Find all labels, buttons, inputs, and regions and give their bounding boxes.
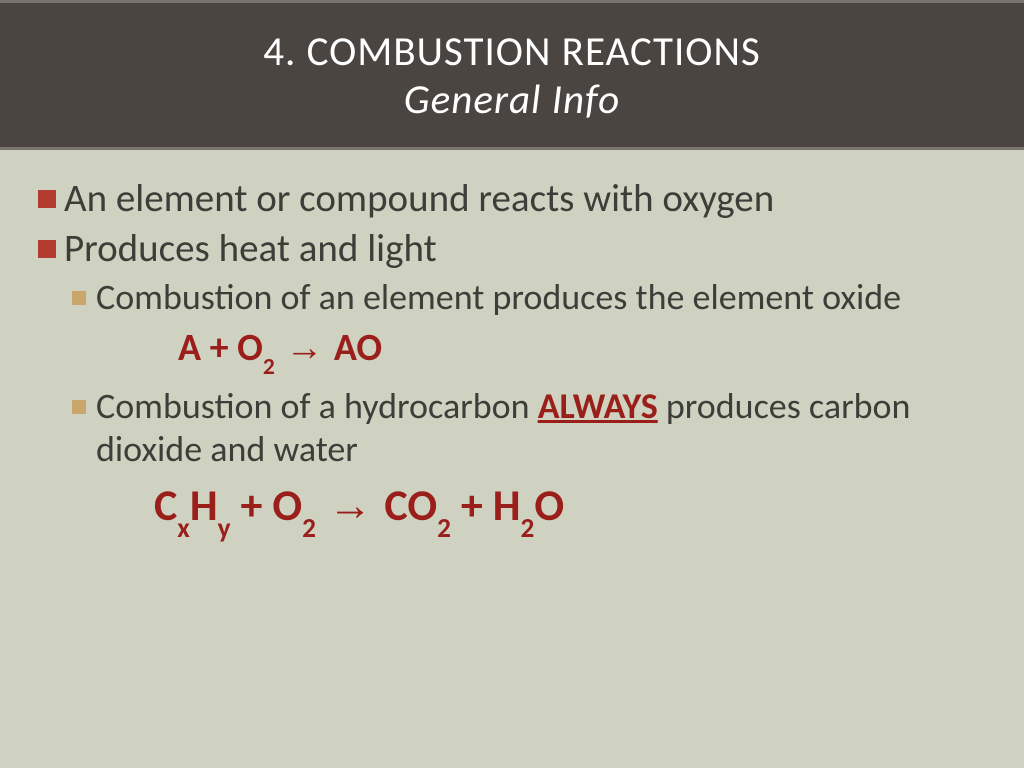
slide: 4. COMBUSTION REACTIONS General Info An …	[0, 0, 1024, 768]
title-line-1: 4. COMBUSTION REACTIONS	[20, 27, 1004, 77]
formula-part: A + O	[178, 325, 263, 371]
bullet-lvl2: Combustion of an element produces the el…	[72, 276, 986, 318]
formula-part: O	[534, 478, 564, 532]
subscript: y	[218, 512, 231, 545]
text-emphasis: ALWAYS	[538, 384, 658, 428]
subscript: 2	[521, 512, 535, 545]
title-line-2: General Info	[20, 75, 1004, 125]
text-pre: Combustion of a hydrocarbon	[96, 384, 538, 428]
formula-part: CO	[384, 478, 437, 532]
slide-body: An element or compound reacts with oxyge…	[0, 150, 1024, 768]
bullet-text: An element or compound reacts with oxyge…	[64, 176, 774, 222]
square-bullet-icon	[38, 190, 56, 208]
title-band: 4. COMBUSTION REACTIONS General Info	[0, 0, 1024, 150]
formula-hydrocarbon: CxHy + O2 → CO2 + H2O	[154, 478, 986, 538]
bullet-text: Produces heat and light	[64, 226, 437, 272]
bullet-lvl1: Produces heat and light	[38, 226, 986, 272]
formula-part: AO	[334, 325, 382, 371]
formula-element-oxide: A + O2 → AO	[178, 325, 986, 376]
bullet-text: Combustion of an element produces the el…	[96, 276, 901, 318]
bullet-text: Combustion of a hydrocarbon ALWAYS produ…	[96, 385, 986, 470]
bullet-lvl1: An element or compound reacts with oxyge…	[38, 176, 986, 222]
formula-part: H	[190, 478, 218, 532]
arrow-icon: →	[316, 481, 384, 530]
formula-part: + O	[231, 478, 303, 532]
subscript: 2	[263, 353, 275, 381]
subscript: x	[177, 512, 190, 545]
formula-part: + H	[451, 478, 521, 532]
subscript: 2	[437, 512, 451, 545]
arrow-icon: →	[275, 327, 334, 369]
square-bullet-icon	[72, 400, 86, 414]
square-bullet-icon	[72, 291, 86, 305]
bullet-lvl2: Combustion of a hydrocarbon ALWAYS produ…	[72, 385, 986, 470]
square-bullet-icon	[38, 240, 56, 258]
formula-part: C	[154, 478, 177, 532]
subscript: 2	[302, 512, 316, 545]
